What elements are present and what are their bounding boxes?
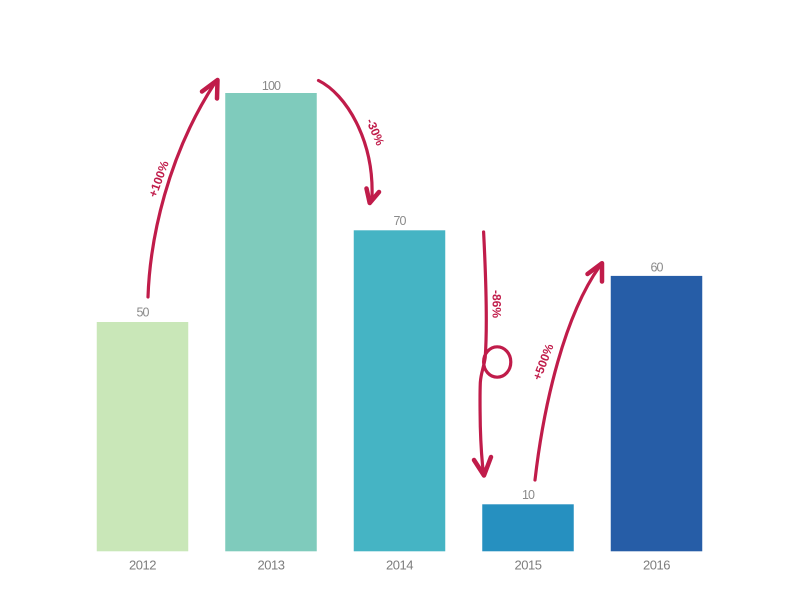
svg-text:2014: 2014 <box>386 558 413 573</box>
svg-text:2013: 2013 <box>258 558 285 573</box>
svg-text:60: 60 <box>650 260 663 274</box>
svg-text:100: 100 <box>262 79 281 93</box>
svg-text:10: 10 <box>522 488 535 502</box>
svg-text:50: 50 <box>136 306 149 320</box>
svg-text:2012: 2012 <box>129 558 156 573</box>
svg-text:70: 70 <box>393 214 406 228</box>
svg-text:-86%: -86% <box>490 290 504 318</box>
svg-text:-30%: -30% <box>363 116 387 148</box>
svg-text:2015: 2015 <box>515 558 542 573</box>
svg-text:2016: 2016 <box>643 558 670 573</box>
